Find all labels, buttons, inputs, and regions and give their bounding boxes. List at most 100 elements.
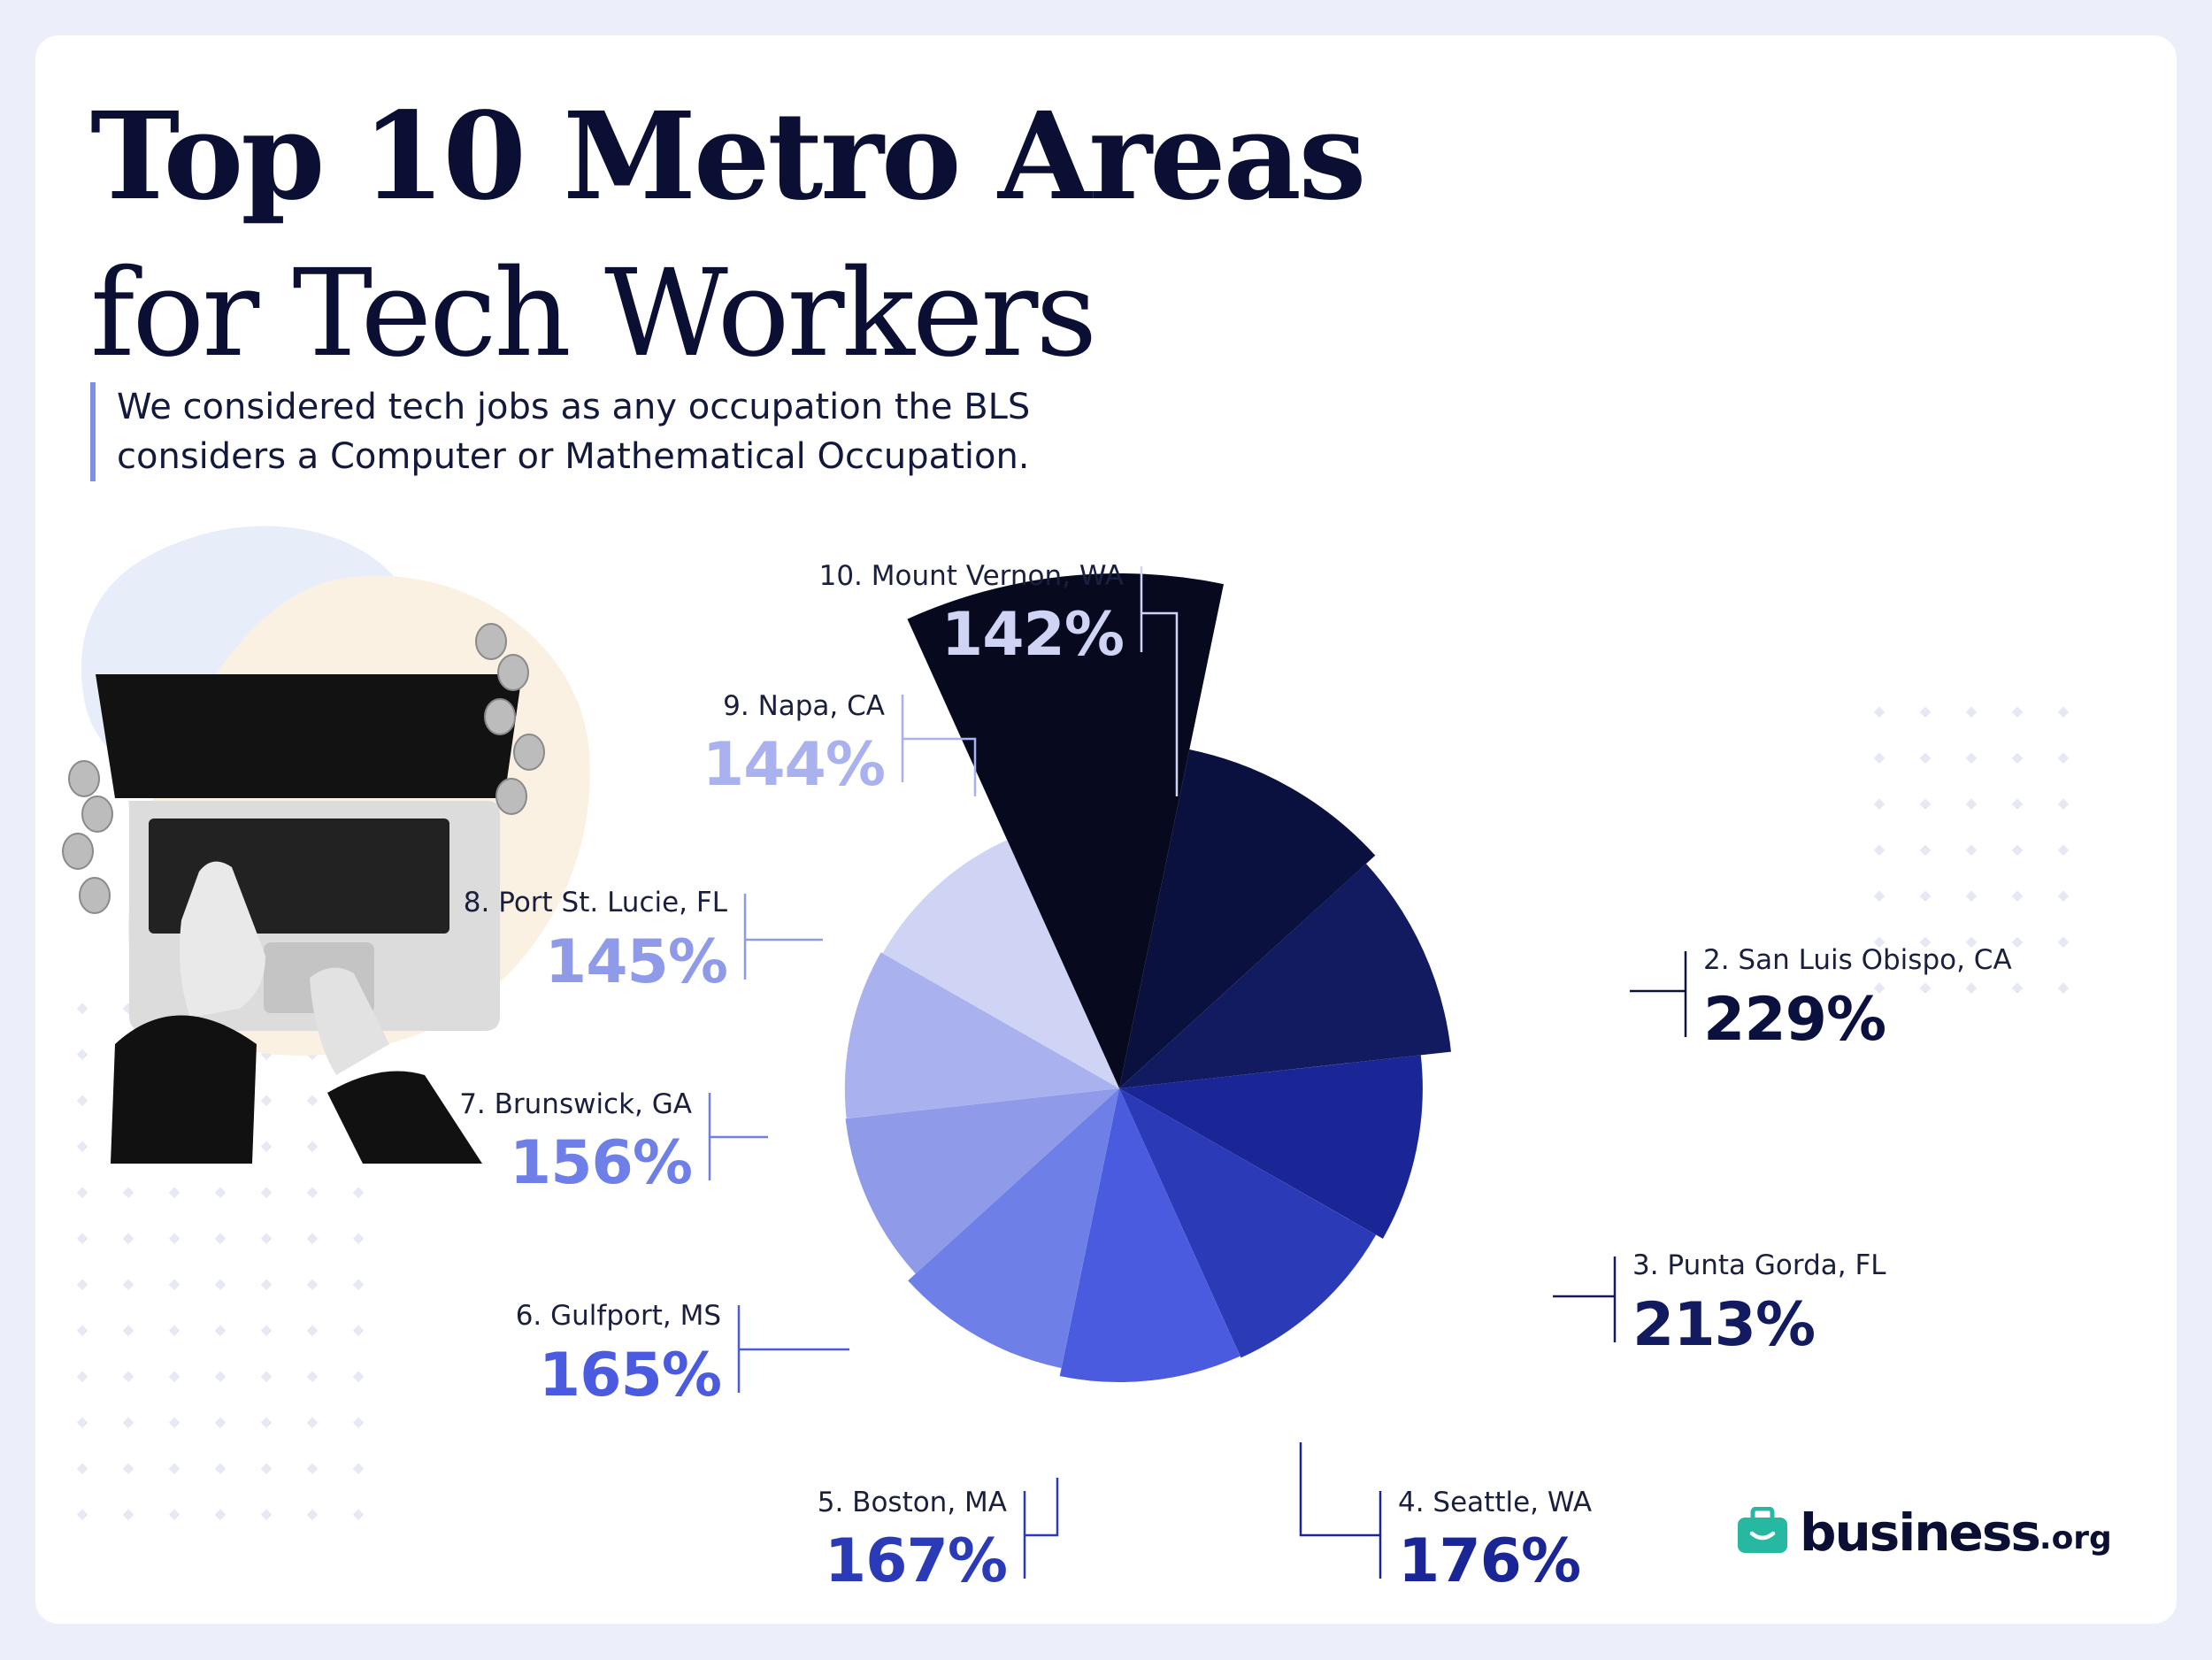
decor-dot	[122, 1233, 134, 1245]
decor-dot	[2011, 936, 2024, 949]
brand-logo: business .org	[1736, 1493, 2112, 1562]
category-label-4: 4. Seattle, WA	[1398, 1487, 1592, 1518]
decor-dot	[352, 1325, 365, 1337]
chart-wedge-1	[907, 573, 1224, 1088]
decor-dot	[214, 1509, 227, 1521]
sleeve-right	[327, 1071, 482, 1164]
decor-dot	[76, 1325, 88, 1337]
decor-dot	[168, 1509, 180, 1521]
decor-dot	[214, 1279, 227, 1291]
chart-wedge-5	[1119, 1088, 1377, 1358]
category-label-1: 1. San Jose, CA	[1575, 362, 1948, 419]
laptop-lid	[96, 674, 522, 798]
decor-dot	[260, 1371, 273, 1383]
page-title: Top 10 Metro Areas for Tech Workers	[90, 78, 1366, 393]
decor-dot	[306, 1371, 319, 1383]
category-label-9: 9. Napa, CA	[723, 690, 885, 722]
chart-wedge-7	[908, 1088, 1119, 1369]
coin	[62, 833, 94, 870]
decor-dot	[214, 1325, 227, 1337]
decor-dot	[1965, 844, 1978, 857]
decor-dot	[122, 1325, 134, 1337]
chart-wedges	[844, 573, 1451, 1382]
value-label-3: 213%	[1632, 1290, 1815, 1360]
coins	[62, 623, 545, 914]
decor-dot	[76, 1233, 88, 1245]
decor-dot	[306, 1509, 319, 1521]
decor-dot	[2057, 706, 2070, 719]
decor-dot	[260, 1233, 273, 1245]
category-label-8: 8. Port St. Lucie, FL	[464, 887, 728, 918]
leader-line-7	[708, 1093, 768, 1180]
decor-dot	[352, 1233, 365, 1245]
decor-dot	[168, 1325, 180, 1337]
leader-lines	[708, 566, 1687, 1579]
subtitle-line-2: considers a Computer or Mathematical Occ…	[117, 436, 1030, 477]
decor-dot	[2057, 936, 2070, 949]
briefcase-icon	[1738, 1507, 1787, 1553]
decor-dot	[260, 1187, 273, 1199]
decor-dot	[1873, 890, 1886, 903]
decor-dot	[122, 1279, 134, 1291]
category-label-6: 6. Gulfport, MS	[516, 1300, 721, 1332]
decor-dot	[352, 1187, 365, 1199]
value-label-2: 229%	[1703, 985, 1886, 1055]
decor-dot	[168, 1463, 180, 1475]
decor-dot	[2011, 982, 2024, 995]
leader-line-4	[1299, 1442, 1382, 1579]
decor-dot	[76, 1417, 88, 1429]
decor-dot	[260, 1095, 273, 1107]
chart-wedge-4	[1119, 1055, 1423, 1239]
decor-dot	[1873, 936, 1886, 949]
decor-dot	[260, 1417, 273, 1429]
decor-dot	[214, 1371, 227, 1383]
decor-dot	[76, 1049, 88, 1061]
leader-line-9	[901, 695, 977, 796]
category-label-7: 7. Brunswick, GA	[459, 1088, 692, 1120]
decor-dot	[214, 1233, 227, 1245]
decor-dot	[2011, 752, 2024, 765]
decor-dot	[1965, 982, 1978, 995]
coin	[495, 778, 527, 815]
decor-dot	[260, 1463, 273, 1475]
decor-dot	[2057, 982, 2070, 995]
decor-dot	[214, 1187, 227, 1199]
decor-dot	[76, 1095, 88, 1107]
leader-line-3	[1553, 1257, 1617, 1342]
decor-dot	[214, 1417, 227, 1429]
decor-dot	[76, 1003, 88, 1015]
dot-pattern-right	[1873, 706, 2070, 995]
coin	[513, 734, 545, 771]
decor-dot	[306, 1463, 319, 1475]
chart-wedge-10	[882, 840, 1119, 1088]
decor-dot	[306, 1095, 319, 1107]
value-label-4: 176%	[1398, 1526, 1580, 1596]
decoration-layer	[62, 526, 2070, 1521]
coin	[68, 760, 100, 797]
decor-dot	[260, 1141, 273, 1153]
decor-dot	[1919, 982, 1932, 995]
decor-dot	[1919, 752, 1932, 765]
value-label-10: 142%	[941, 600, 1124, 670]
value-label-6: 165%	[539, 1341, 721, 1410]
decor-dot	[306, 1141, 319, 1153]
hand-right	[310, 967, 389, 1075]
decor-dot	[1919, 890, 1932, 903]
decor-dot	[168, 1187, 180, 1199]
chart-wedge-9	[844, 952, 1119, 1118]
decor-dot	[168, 1417, 180, 1429]
decor-dot	[76, 1141, 88, 1153]
decor-dot	[122, 1371, 134, 1383]
value-label-7: 156%	[510, 1128, 692, 1198]
coin	[81, 795, 113, 833]
coin	[497, 654, 529, 691]
decor-dot	[214, 1463, 227, 1475]
decor-dot	[352, 1509, 365, 1521]
leader-line-6	[737, 1305, 849, 1393]
decor-dot	[306, 1417, 319, 1429]
value-label-8: 145%	[545, 927, 727, 997]
decor-dot	[2057, 844, 2070, 857]
decor-dot	[260, 1325, 273, 1337]
laptop-illustration	[62, 526, 590, 1164]
